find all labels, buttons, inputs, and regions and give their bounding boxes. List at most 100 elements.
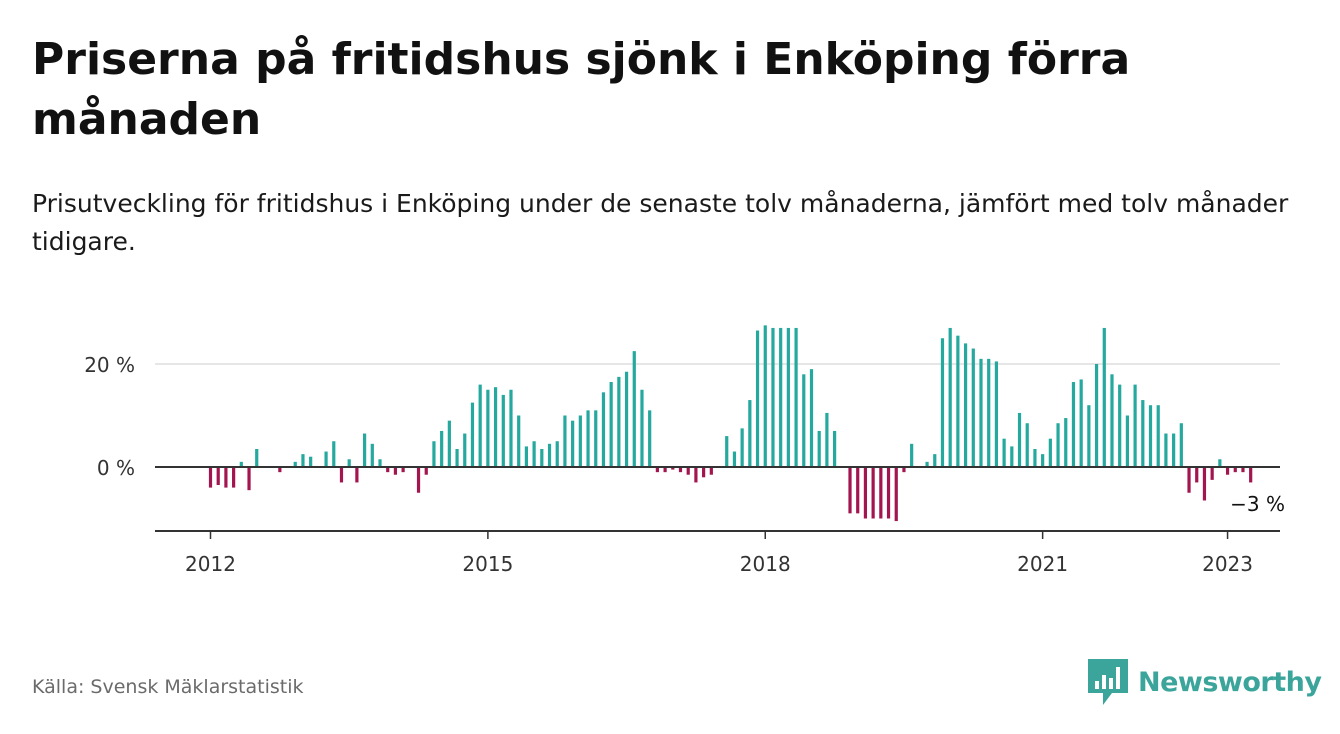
- bar: [301, 454, 305, 468]
- bar: [802, 374, 806, 467]
- bar: [740, 428, 744, 468]
- bar: [1133, 384, 1137, 467]
- bar: [963, 343, 968, 467]
- bar: [378, 459, 382, 467]
- bar: [648, 410, 652, 467]
- bar: [1125, 415, 1129, 467]
- bar: [524, 446, 528, 467]
- bars: [208, 325, 1253, 522]
- bar: [432, 441, 436, 467]
- bar: [509, 389, 513, 467]
- bar: [486, 389, 490, 467]
- bar: [971, 348, 975, 467]
- bar: [232, 467, 236, 488]
- bar: [293, 461, 297, 467]
- bar: [239, 461, 243, 467]
- source-note: Källa: Svensk Mäklarstatistik: [32, 676, 304, 698]
- bar: [748, 400, 752, 467]
- bar: [470, 402, 475, 468]
- bar: [856, 467, 860, 514]
- bar: [902, 467, 906, 473]
- x-axis-ticks: 2012 2015 2018 2021 2023: [185, 531, 1253, 576]
- bar: [848, 467, 852, 514]
- bar: [994, 361, 999, 468]
- x-tick-label: 2023: [1202, 552, 1253, 576]
- bar: [424, 467, 428, 475]
- bar: [709, 467, 713, 475]
- bar: [779, 327, 783, 467]
- bar: [517, 415, 521, 467]
- y-tick-label: 20 %: [84, 353, 135, 377]
- bar: [871, 467, 875, 519]
- bar: [493, 387, 498, 468]
- bar: [393, 467, 398, 475]
- bar: [624, 371, 629, 468]
- x-tick-label: 2018: [740, 552, 791, 576]
- bar: [1218, 459, 1222, 467]
- bar: [447, 420, 451, 467]
- bar: [347, 459, 351, 467]
- bar: [1179, 423, 1183, 468]
- bar: [1110, 374, 1114, 467]
- bar: [555, 441, 559, 467]
- bar: [601, 392, 606, 467]
- bar: [640, 389, 644, 467]
- bar: [501, 394, 505, 467]
- bar: [1241, 467, 1245, 473]
- bar: [1033, 448, 1037, 468]
- bar: [1187, 467, 1191, 493]
- brand-name: Newsworthy: [1138, 666, 1322, 698]
- bar: [255, 448, 259, 468]
- bar: [455, 448, 459, 468]
- bar: [1010, 446, 1014, 467]
- bar: [309, 456, 313, 467]
- bar: [940, 338, 945, 467]
- bar: [1071, 382, 1076, 467]
- y-axis-tick-labels: 0 % 20 %: [84, 353, 135, 480]
- bar: [755, 330, 760, 467]
- bar: [463, 433, 467, 467]
- bar: [1164, 433, 1168, 467]
- bar: [686, 467, 690, 475]
- bar: [617, 376, 621, 468]
- bar: [216, 467, 220, 486]
- newsworthy-logo: Newsworthy: [1088, 658, 1322, 706]
- x-tick-label: 2021: [1017, 552, 1068, 576]
- bar: [401, 467, 405, 473]
- bar: [948, 327, 952, 467]
- bar: [910, 443, 914, 467]
- bar: [1225, 467, 1230, 475]
- bar: [933, 454, 937, 468]
- bar: [1094, 364, 1099, 467]
- bar: [1249, 467, 1253, 483]
- bar: [563, 415, 567, 467]
- bar: [1141, 400, 1145, 467]
- bar: [247, 467, 251, 491]
- x-tick-label: 2012: [185, 552, 236, 576]
- bar: [609, 382, 613, 467]
- bar: [386, 467, 390, 473]
- bar: [1202, 467, 1207, 501]
- bar: [224, 467, 228, 488]
- bar: [1233, 467, 1237, 473]
- bar: [278, 467, 282, 473]
- bar: [925, 461, 929, 467]
- bar: [1195, 467, 1199, 483]
- bar: [825, 412, 829, 468]
- bar: [586, 410, 590, 467]
- bar: [1087, 405, 1091, 467]
- bar: [578, 415, 582, 467]
- bar: [370, 443, 374, 467]
- bar: [1148, 405, 1153, 467]
- bar: [833, 430, 837, 467]
- bar: [1025, 423, 1029, 468]
- bar: [702, 467, 706, 478]
- bar: [655, 467, 659, 473]
- bar: [571, 420, 575, 467]
- bar: [339, 467, 344, 483]
- bar: [440, 430, 444, 467]
- bar: [1002, 438, 1006, 468]
- bar: [794, 327, 798, 467]
- bar: [1172, 433, 1176, 467]
- newsworthy-chart-icon: [1088, 659, 1128, 705]
